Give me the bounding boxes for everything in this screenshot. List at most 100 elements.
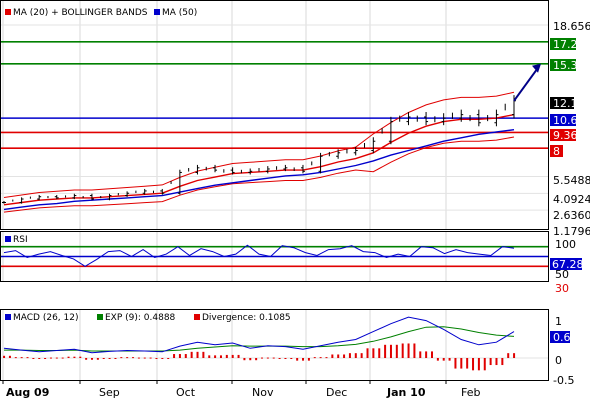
divergence-bar — [3, 355, 6, 358]
projection-arrow-head — [532, 63, 541, 73]
bollinger-upper-line — [3, 91, 515, 198]
level-label-bg — [550, 114, 576, 126]
divergence-bar — [513, 353, 516, 358]
divergence-bar — [214, 355, 217, 358]
legend-rsi: RSI — [13, 235, 28, 245]
divergence-bar — [225, 354, 228, 358]
divergence-bar — [149, 357, 152, 359]
level-label: 9.36 — [553, 129, 578, 142]
x-tick-label: Feb — [461, 386, 480, 399]
divergence-bar — [343, 354, 346, 358]
divergence-bar — [85, 358, 88, 360]
price-panel — [0, 0, 549, 230]
divergence-bar — [79, 356, 82, 358]
divergence-bar — [372, 348, 375, 358]
divergence-bar — [190, 351, 193, 358]
divergence-bar — [419, 351, 422, 358]
divergence-bar — [143, 357, 146, 359]
divergence-bar — [454, 358, 457, 369]
x-tick-label: Sep — [99, 386, 120, 399]
legend-bollinger: MA (20) + BOLLINGER BANDS — [13, 8, 148, 18]
divergence-bar — [255, 358, 258, 361]
rsi-current-label: 67.28 — [552, 258, 584, 271]
level-label: 8 — [553, 145, 560, 158]
divergence-bar — [67, 356, 70, 358]
macd-signal-line — [4, 326, 515, 352]
divergence-bar — [448, 358, 451, 361]
level-label-bg — [550, 129, 576, 141]
legend-swatch-bollinger — [5, 9, 11, 15]
divergence-bar — [413, 343, 416, 358]
legend-ma50: MA (50) — [162, 8, 197, 18]
divergence-bar — [272, 357, 275, 359]
divergence-bar — [483, 358, 486, 371]
rsi-current-bg — [550, 258, 582, 270]
rsi-ytick: 100 — [555, 238, 576, 251]
divergence-bar — [442, 358, 445, 361]
divergence-bar — [91, 358, 93, 360]
divergence-bar — [61, 357, 64, 359]
divergence-bar — [360, 353, 363, 358]
x-tick-label: Nov — [252, 386, 274, 399]
rsi-ytick: 30 — [555, 282, 569, 295]
divergence-bar — [132, 357, 135, 359]
rsi-line — [3, 244, 515, 267]
divergence-bar — [126, 357, 129, 359]
divergence-bar — [378, 348, 381, 358]
divergence-bar — [466, 358, 469, 369]
divergence-bar — [389, 344, 392, 358]
divergence-bar — [44, 358, 47, 359]
price-ytick: 1.1796 — [553, 225, 590, 238]
level-label: 12.1 — [553, 97, 578, 110]
level-label-bg — [550, 38, 576, 50]
divergence-bar — [161, 358, 164, 359]
divergence-bar — [348, 353, 351, 358]
level-label: 15.3 — [553, 59, 578, 72]
divergence-bar — [407, 343, 410, 358]
divergence-bar — [296, 358, 299, 361]
price-ytick: 4.0924 — [553, 193, 590, 206]
divergence-bar — [184, 354, 187, 358]
divergence-bar — [231, 354, 234, 358]
divergence-bar — [173, 354, 176, 358]
divergence-bar — [155, 358, 158, 359]
macd-ytick: 0 — [555, 354, 562, 367]
divergence-bar — [237, 354, 240, 358]
divergence-bar — [319, 357, 322, 359]
divergence-bar — [219, 355, 222, 358]
divergence-bar — [507, 353, 510, 358]
divergence-bar — [436, 358, 439, 361]
x-tick-label: Jan 10 — [386, 386, 426, 399]
price-ytick: 2.6360 — [553, 209, 590, 222]
divergence-bar — [495, 358, 498, 366]
x-tick-label: Oct — [176, 386, 196, 399]
macd-panel — [0, 309, 549, 381]
legend-divergence: Divergence: 0.1085 — [202, 313, 291, 323]
x-tick-label: Aug 09 — [6, 386, 49, 399]
bollinger-lower-line — [3, 136, 515, 213]
macd-current-label: 0.6 — [553, 331, 571, 344]
divergence-bar — [38, 358, 41, 359]
divergence-bar — [331, 354, 334, 358]
divergence-bar — [243, 358, 246, 361]
price-ytick: 18.6564 — [553, 20, 590, 33]
divergence-bar — [307, 358, 310, 361]
divergence-bar — [178, 354, 181, 358]
divergence-bar — [395, 344, 398, 358]
level-label-bg — [550, 145, 563, 157]
divergence-bar — [384, 344, 387, 358]
legend-swatch-ma50 — [154, 9, 160, 15]
macd-ytick: -0.5 — [553, 374, 574, 387]
divergence-bar — [460, 358, 463, 369]
divergence-bar — [313, 357, 316, 359]
level-label-bg — [550, 97, 574, 109]
divergence-bar — [8, 355, 11, 358]
macd-current-bg — [550, 331, 570, 343]
divergence-bar — [73, 356, 76, 358]
price-ytick: 5.5488 — [553, 174, 590, 187]
divergence-bar — [102, 358, 105, 359]
divergence-bar — [366, 348, 369, 358]
divergence-bar — [249, 358, 252, 361]
macd-line — [3, 316, 515, 354]
legend-exp: EXP (9): 0.4888 — [105, 313, 176, 323]
